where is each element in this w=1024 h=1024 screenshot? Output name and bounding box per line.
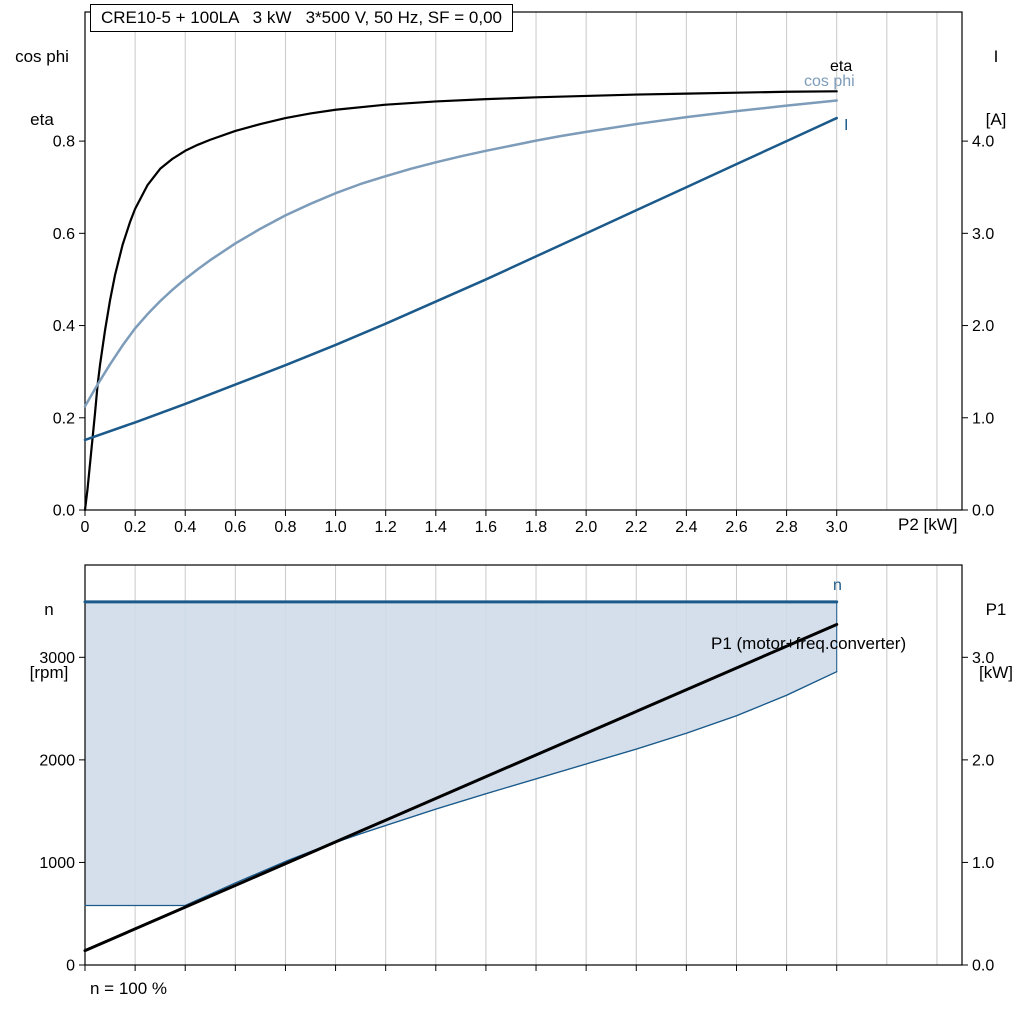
bottom-right-axis-title-line1: P1 xyxy=(985,599,1007,619)
tick-label: 2.2 xyxy=(625,519,647,536)
bottom-left-axis-title: n [rpm] xyxy=(16,556,82,726)
tick-label: 0 xyxy=(81,519,90,536)
series-eta xyxy=(83,90,838,512)
tick-label: 1.4 xyxy=(425,519,447,536)
chart-title: CRE10-5 + 100LA 3 kW 3*500 V, 50 Hz, SF … xyxy=(90,4,513,32)
bottom-left-axis-title-line2: [rpm] xyxy=(29,663,69,683)
plot-border xyxy=(84,11,963,511)
tick-label: 1000 xyxy=(39,855,75,872)
tick-label: 0.0 xyxy=(972,503,994,520)
series-p1-motor-freq-converter- xyxy=(83,622,839,953)
top-left-axis-title: cos phi eta xyxy=(0,3,84,173)
speed-curve-label: n xyxy=(833,577,842,594)
bottom-right-axis-title: P1 [kW] xyxy=(968,556,1024,726)
tick-label: 3.0 xyxy=(972,650,994,667)
tick-label: 2000 xyxy=(39,752,75,769)
tick-label: 0.4 xyxy=(174,519,196,536)
series-cos-phi xyxy=(83,99,838,408)
tick-label: 0.6 xyxy=(53,226,75,243)
top-right-axis-title: I [A] xyxy=(970,3,1022,173)
tick-label: 1.0 xyxy=(972,855,994,872)
tick-label: 1.2 xyxy=(375,519,397,536)
current-curve-label: I xyxy=(844,117,849,134)
tick-label: 0.6 xyxy=(224,519,246,536)
cos-phi-curve-label: cos phi xyxy=(804,73,855,90)
tick-label: 0.8 xyxy=(53,134,75,151)
tick-label: 1.0 xyxy=(324,519,346,536)
tick-label: 0.0 xyxy=(972,958,994,975)
speed-annotation: n = 100 % xyxy=(90,979,168,998)
tick-label: 2.8 xyxy=(775,519,797,536)
tick-label: 0.4 xyxy=(53,318,75,335)
tick-label: 0.0 xyxy=(53,503,75,520)
bottom-right-axis-title-line2: [kW] xyxy=(979,663,1013,683)
tick-label: 0.8 xyxy=(274,519,296,536)
tick-label: 1.8 xyxy=(525,519,547,536)
tick-label: 1.6 xyxy=(475,519,497,536)
tick-label: 3.0 xyxy=(826,519,848,536)
tick-label: 3.0 xyxy=(972,226,994,243)
series-n-min xyxy=(84,671,838,907)
tick-label: 2.4 xyxy=(675,519,697,536)
tick-label: 3000 xyxy=(39,650,75,667)
top-right-axis-title-line1: I xyxy=(993,46,999,66)
tick-label: 2.0 xyxy=(575,519,597,536)
top-left-axis-title-line1: cos phi xyxy=(15,46,69,66)
eta-curve-label: eta xyxy=(830,58,853,75)
tick-label: 1.0 xyxy=(972,410,994,427)
p1-curve-label: P1 (motor+freq.converter) xyxy=(711,634,907,653)
top-right-axis-title-line2: [A] xyxy=(985,110,1007,130)
tick-label: 0.2 xyxy=(124,519,146,536)
tick-label: 0.2 xyxy=(53,410,75,427)
tick-label: 2.6 xyxy=(725,519,747,536)
top-left-axis-title-line2: eta xyxy=(30,110,54,130)
tick-label: 2.0 xyxy=(972,752,994,769)
x-axis-label: P2 [kW] xyxy=(898,515,958,534)
plot-border xyxy=(84,564,963,966)
bottom-left-axis-title-line1: n xyxy=(44,599,54,619)
tick-label: 4.0 xyxy=(972,134,994,151)
tick-label: 0 xyxy=(66,958,75,975)
series-i xyxy=(83,116,838,442)
tick-label: 2.0 xyxy=(972,318,994,335)
